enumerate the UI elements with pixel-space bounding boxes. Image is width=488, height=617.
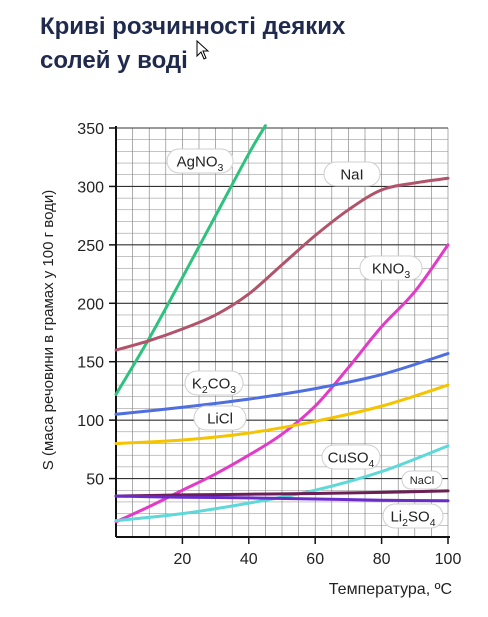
- y-tick-label: 100: [77, 413, 104, 430]
- label-pill: [193, 405, 247, 431]
- label-text: NaI: [340, 166, 363, 183]
- chart-title: Криві розчинності деяких солей у воді: [40, 10, 460, 78]
- chart-title-line-1: Криві розчинності деяких: [40, 13, 346, 40]
- y-tick-label: 300: [77, 179, 104, 196]
- label-text: CuSO4: [328, 449, 375, 470]
- label-main: SO: [408, 508, 430, 525]
- label-main: NaCl: [410, 475, 434, 487]
- series-line-nacl: [114, 489, 450, 498]
- series-line-nai: [114, 176, 450, 352]
- series-label-k2co3: K2CO3: [184, 370, 244, 396]
- label-pill: [382, 503, 444, 529]
- label-main: CO: [208, 375, 231, 392]
- series-line-agno3: [114, 124, 267, 396]
- label-text: KNO3: [372, 260, 411, 281]
- y-axis-label: S (маса речовини в грамах у 100 г води): [40, 190, 57, 470]
- label-pill: [323, 161, 381, 187]
- series-label-li2so4: Li2SO4: [382, 503, 444, 529]
- label-pill: [166, 148, 234, 174]
- label-pill: [184, 370, 244, 396]
- y-tick-label: 150: [77, 355, 104, 372]
- x-tick-label: 60: [306, 551, 324, 568]
- x-tick-label: 100: [435, 551, 462, 568]
- y-tick-label: 350: [77, 121, 104, 138]
- chart-title-line-2: солей у воді: [40, 47, 188, 74]
- series-label-kno3: KNO3: [359, 255, 423, 281]
- series-label-nacl: NaCl: [401, 470, 443, 490]
- label-main: K: [192, 375, 202, 392]
- label-text: NaCl: [410, 475, 434, 487]
- series-label-cuso4: CuSO4: [321, 444, 381, 470]
- axes: [109, 126, 450, 544]
- tick-labels: 50 100 150 200 250 300 350 20 40 60 80 100: [77, 121, 461, 568]
- series-line-licl: [114, 383, 450, 446]
- label-subscript: 2: [202, 384, 208, 396]
- x-tick-label: 20: [174, 551, 192, 568]
- x-axis-label: Температура, ºC: [329, 581, 452, 598]
- label-text: K2CO3: [192, 375, 236, 396]
- label-subscript: 2: [402, 517, 408, 529]
- x-tick-label: 40: [240, 551, 258, 568]
- y-tick-label: 50: [86, 472, 104, 489]
- label-subscript: 3: [404, 269, 410, 281]
- series-label-nai: NaI: [323, 161, 381, 187]
- label-main: AgNO: [177, 153, 218, 170]
- label-text: LiCl: [207, 410, 233, 427]
- label-main: Li: [390, 508, 402, 525]
- series-label-agno3: AgNO3: [166, 148, 234, 174]
- label-pill: [321, 444, 381, 470]
- label-subscript: 4: [369, 458, 375, 470]
- label-main: KNO: [372, 260, 405, 277]
- label-subscript: 3: [230, 384, 236, 396]
- label-subscript: 4: [430, 517, 436, 529]
- minor-grid: [115, 127, 449, 538]
- series-line-k2co3: [114, 352, 450, 416]
- y-tick-label: 250: [77, 238, 104, 255]
- label-main: NaI: [340, 166, 363, 183]
- label-text: Li2SO4: [390, 508, 435, 529]
- series-line-li2so4: [114, 494, 450, 503]
- y-tick-label: 200: [77, 296, 104, 313]
- label-text: AgNO3: [177, 153, 224, 174]
- label-main: CuSO: [328, 449, 369, 466]
- label-main: LiCl: [207, 410, 233, 427]
- label-pill: [401, 470, 443, 490]
- series-lines: [114, 124, 450, 524]
- label-pill: [359, 255, 423, 281]
- label-subscript: 3: [218, 162, 224, 174]
- mouse-cursor-icon: [196, 40, 210, 60]
- x-tick-label: 80: [373, 551, 391, 568]
- series-label-licl: LiCl: [193, 405, 247, 431]
